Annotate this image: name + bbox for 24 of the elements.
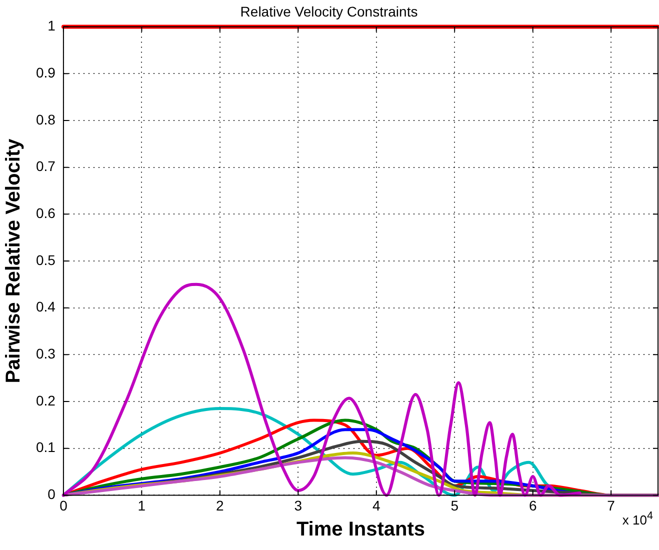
x-tick-label: 2 (216, 497, 224, 514)
y-tick-label: 0.1 (36, 439, 56, 456)
x-tick-label: 5 (450, 497, 459, 514)
x-tick-label: 7 (607, 497, 616, 514)
y-tick-label: 0.3 (36, 346, 56, 362)
x-axis-title: Time Instants (296, 518, 426, 541)
y-tick-label: 0.4 (36, 298, 56, 315)
y-tick-label: 1 (48, 18, 56, 34)
y-axis-title: Pairwise Relative Velocity (2, 138, 25, 384)
y-tick-label: 0.9 (36, 64, 56, 80)
x-tick-label: 0 (60, 497, 68, 514)
x-tick-label: 1 (138, 497, 146, 514)
x-tick-label: 6 (528, 497, 537, 514)
y-tick-label: 0.8 (36, 111, 56, 128)
y-tick-label: 0.2 (36, 392, 56, 408)
y-tick-label: 0.6 (36, 205, 56, 222)
y-tick-label: 0.7 (36, 158, 56, 174)
text: x 10$^{4}$ (622, 510, 653, 528)
y-tick-label: 0.5 (36, 252, 56, 268)
x-tick-label: 4 (372, 497, 380, 514)
chart-title: Relative Velocity Constraints (240, 3, 418, 20)
x-tick-label: 3 (294, 497, 302, 514)
y-tick-label: 0 (48, 486, 56, 502)
line-series (62, 282, 582, 497)
